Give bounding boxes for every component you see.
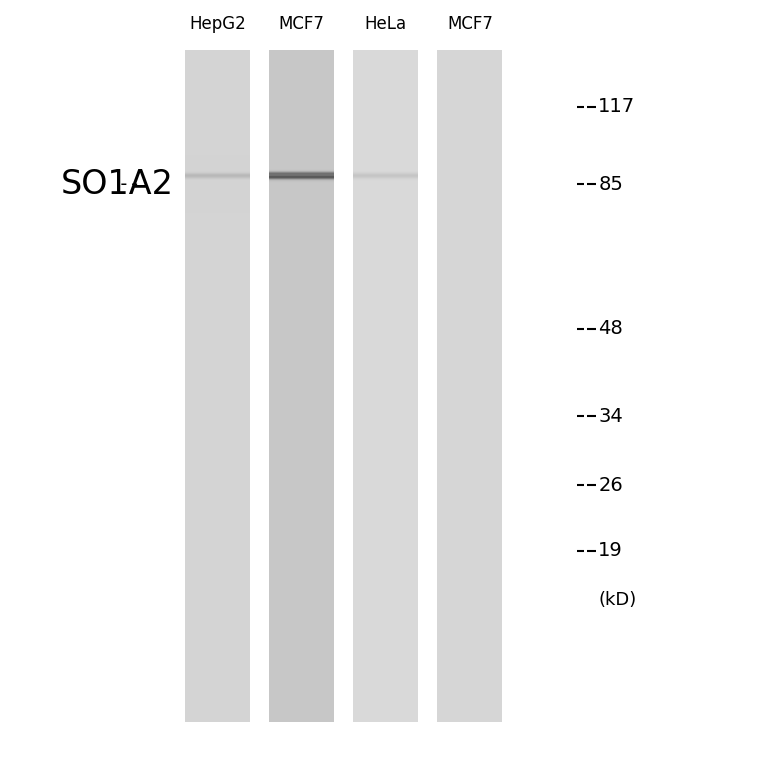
Text: 48: 48 — [598, 319, 623, 338]
Text: 34: 34 — [598, 406, 623, 426]
Bar — [185, 50, 251, 722]
Text: 26: 26 — [598, 476, 623, 495]
Text: (kD): (kD) — [598, 591, 636, 609]
Bar — [270, 50, 335, 722]
Text: SO1A2: SO1A2 — [61, 167, 174, 201]
Bar — [354, 50, 419, 722]
Text: 19: 19 — [598, 541, 623, 560]
Text: --: -- — [118, 175, 141, 193]
Text: 117: 117 — [598, 97, 636, 116]
Text: HeLa: HeLa — [364, 15, 407, 33]
Text: MCF7: MCF7 — [279, 15, 325, 33]
Text: HepG2: HepG2 — [189, 15, 246, 33]
Text: MCF7: MCF7 — [447, 15, 493, 33]
Bar — [153, 50, 573, 722]
Text: 85: 85 — [598, 175, 623, 193]
Bar — [437, 50, 503, 722]
